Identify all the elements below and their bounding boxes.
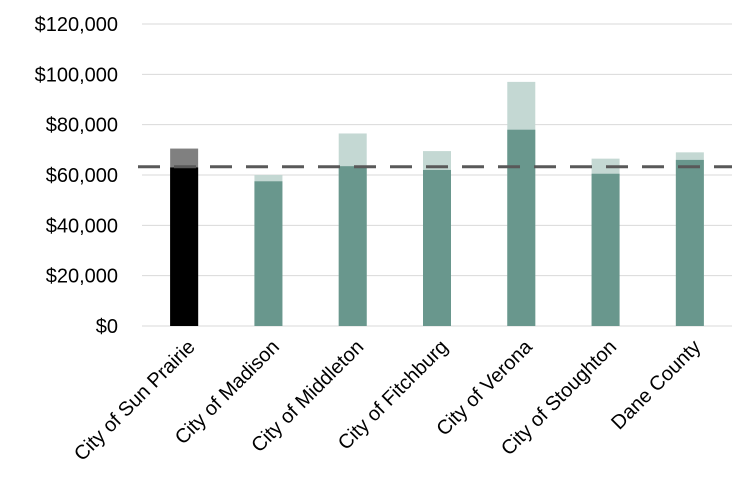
bar-primary <box>423 170 451 326</box>
y-tick-label: $60,000 <box>46 165 118 187</box>
y-axis-labels: $0 $20,000 $40,000 $60,000 $80,000 $100,000 $1… <box>35 14 118 338</box>
x-tick-label: City of Sun Prairie <box>70 336 200 466</box>
x-tick-label: Dane County <box>607 336 705 434</box>
bar-primary <box>339 166 367 326</box>
y-tick-label: $20,000 <box>46 266 118 288</box>
bars <box>170 82 704 326</box>
bar-primary <box>170 167 198 326</box>
bar-primary <box>254 181 282 326</box>
bar-primary <box>676 160 704 326</box>
y-tick-label: $80,000 <box>46 115 118 137</box>
y-tick-label: $100,000 <box>35 64 118 86</box>
bar-primary <box>507 130 535 326</box>
y-tick-label: $0 <box>96 316 118 338</box>
bar-primary <box>592 174 620 326</box>
y-tick-label: $120,000 <box>35 14 118 36</box>
y-tick-label: $40,000 <box>46 215 118 237</box>
